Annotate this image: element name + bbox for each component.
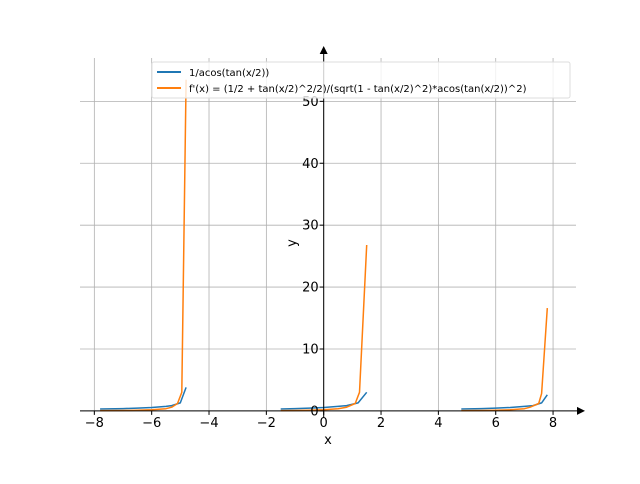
series-1-line (280, 391, 368, 410)
legend-box (151, 61, 571, 99)
x-tick-label: 6 (492, 416, 500, 431)
y-tick-label: 10 (302, 342, 319, 357)
y-tick-label: 30 (302, 219, 319, 234)
x-tick-label: 2 (377, 416, 385, 431)
y-axis-label: y (285, 239, 300, 247)
series-1-line (461, 394, 548, 410)
x-tick-label: 0 (320, 416, 328, 431)
y-tick-label: 0 (310, 404, 318, 419)
ticks: −8 −6 −4 −2 0 2 4 6 8 0 10 20 30 40 50 (85, 95, 557, 431)
legend-label-series-1: 1/acos(tan(x/2)) (189, 68, 269, 79)
y-tick-label: 40 (302, 157, 319, 172)
y-tick-label: 20 (302, 281, 319, 296)
legend: 1/acos(tan(x/2)) f'(x) = (1/2 + tan(x/2)… (151, 61, 571, 99)
x-tick-label: −8 (85, 416, 104, 431)
x-tick-label: −2 (257, 416, 276, 431)
x-axis-arrow (577, 406, 585, 415)
x-tick-label: −4 (199, 416, 218, 431)
grid (80, 58, 576, 414)
x-axis-label: x (324, 433, 332, 448)
y-axis-arrow (319, 46, 328, 54)
y-tick-label: 50 (302, 95, 319, 110)
x-tick-label: −6 (142, 416, 161, 431)
x-tick-label: 4 (434, 416, 442, 431)
x-tick-label: 8 (549, 416, 557, 431)
series-2-line (100, 79, 187, 412)
axes (80, 46, 585, 418)
series-1-line (100, 387, 187, 410)
series-2-line (461, 308, 549, 412)
legend-label-series-2: f'(x) = (1/2 + tan(x/2)^2/2)/(sqrt(1 - t… (189, 84, 527, 95)
